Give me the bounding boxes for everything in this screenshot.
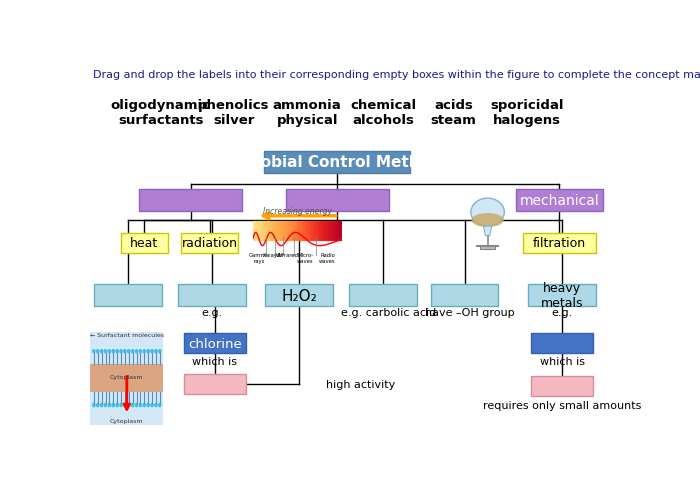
FancyBboxPatch shape <box>523 233 596 253</box>
Text: silver: silver <box>214 114 255 127</box>
Text: radiation: radiation <box>181 237 237 250</box>
FancyBboxPatch shape <box>139 190 242 212</box>
Text: H₂O₂: H₂O₂ <box>281 288 317 303</box>
Text: chlorine: chlorine <box>188 337 242 350</box>
Text: surfactants: surfactants <box>118 114 204 127</box>
FancyBboxPatch shape <box>94 285 162 306</box>
FancyBboxPatch shape <box>516 190 603 212</box>
FancyBboxPatch shape <box>181 233 238 253</box>
FancyBboxPatch shape <box>531 334 594 354</box>
Text: alcohols: alcohols <box>352 114 414 127</box>
Text: oligodynamic: oligodynamic <box>111 99 211 112</box>
Text: chemical: chemical <box>350 99 416 112</box>
FancyBboxPatch shape <box>528 285 596 306</box>
FancyBboxPatch shape <box>349 285 417 306</box>
FancyBboxPatch shape <box>286 190 388 212</box>
Text: mechanical: mechanical <box>519 194 599 208</box>
FancyBboxPatch shape <box>265 285 333 306</box>
Text: heavy
metals: heavy metals <box>541 282 583 310</box>
Text: high activity: high activity <box>326 379 396 389</box>
Text: steam: steam <box>430 114 477 127</box>
Text: acids: acids <box>434 99 473 112</box>
FancyBboxPatch shape <box>184 334 246 354</box>
Text: e.g.: e.g. <box>552 308 573 318</box>
FancyBboxPatch shape <box>178 285 246 306</box>
Text: filtration: filtration <box>533 237 586 250</box>
Text: heat: heat <box>130 237 159 250</box>
Text: e.g. carbolic acid: e.g. carbolic acid <box>341 308 436 318</box>
Text: which is: which is <box>193 356 237 366</box>
Text: Drag and drop the labels into their corresponding empty boxes within the figure : Drag and drop the labels into their corr… <box>93 70 700 80</box>
FancyBboxPatch shape <box>531 376 594 396</box>
Text: e.g.: e.g. <box>202 308 223 318</box>
Text: halogens: halogens <box>493 114 561 127</box>
FancyBboxPatch shape <box>264 151 410 173</box>
Text: physical: physical <box>276 114 338 127</box>
Text: phenolics: phenolics <box>198 99 270 112</box>
FancyBboxPatch shape <box>430 285 498 306</box>
FancyBboxPatch shape <box>184 374 246 394</box>
FancyBboxPatch shape <box>121 233 167 253</box>
Text: ammonia: ammonia <box>273 99 342 112</box>
Text: requires only small amounts: requires only small amounts <box>483 400 641 410</box>
Text: which is: which is <box>540 356 584 366</box>
Text: sporicidal: sporicidal <box>490 99 564 112</box>
Text: Microbial Control Methods: Microbial Control Methods <box>224 155 450 170</box>
Text: have –OH group: have –OH group <box>425 308 514 318</box>
